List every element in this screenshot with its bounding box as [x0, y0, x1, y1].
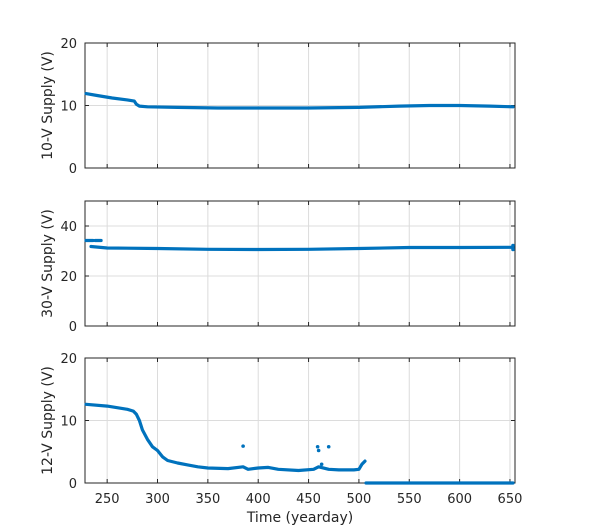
y-tick-label: 10 [60, 415, 77, 430]
chart-panel-2: 0 20 40 30-V Supply (V) [40, 200, 516, 335]
y-tick-label: 20 [60, 352, 77, 367]
series-point [241, 444, 245, 448]
series-point [319, 462, 324, 467]
y-tick-label: 0 [69, 162, 77, 177]
y-tick-label: 20 [60, 270, 77, 285]
y-axis-label: 30-V Supply (V) [40, 209, 56, 318]
x-tick-label: 450 [296, 492, 321, 507]
x-tick-label: 650 [498, 492, 523, 507]
y-tick-label: 0 [69, 477, 77, 492]
y-axis-label: 10-V Supply (V) [40, 51, 56, 160]
series-point [316, 448, 321, 453]
chart-panel-3: 0 10 20 250 300 350 400 450 500 550 600 650 12-V Sup… [40, 352, 522, 507]
axes-box [84, 200, 516, 327]
y-tick-label: 20 [60, 37, 77, 52]
series-line [89, 244, 515, 252]
chart-panel-1: 0 10 20 10-V Supply (V) [40, 37, 516, 177]
x-tick-label: 600 [447, 492, 472, 507]
series-point [511, 247, 515, 252]
y-tick-label: 0 [69, 320, 77, 335]
x-tick-label: 400 [246, 492, 271, 507]
y-tick-label: 40 [60, 220, 77, 235]
x-axis-label: Time (yearday) [246, 510, 353, 525]
chart-panels: 0 10 20 10-V Supply (V) 0 20 40 30-V Supply (V)… [40, 37, 522, 507]
x-tick-label: 500 [346, 492, 371, 507]
series-line [84, 402, 367, 473]
series-point [511, 243, 515, 248]
x-tick-label: 250 [95, 492, 120, 507]
y-axis-label: 12-V Supply (V) [40, 366, 56, 475]
series-point [315, 444, 320, 449]
x-tick-label: 300 [145, 492, 170, 507]
series-line [84, 92, 515, 110]
y-tick-label: 10 [60, 100, 77, 115]
x-tick-label: 350 [195, 492, 220, 507]
x-tick-label: 550 [397, 492, 422, 507]
series-point [326, 444, 331, 449]
